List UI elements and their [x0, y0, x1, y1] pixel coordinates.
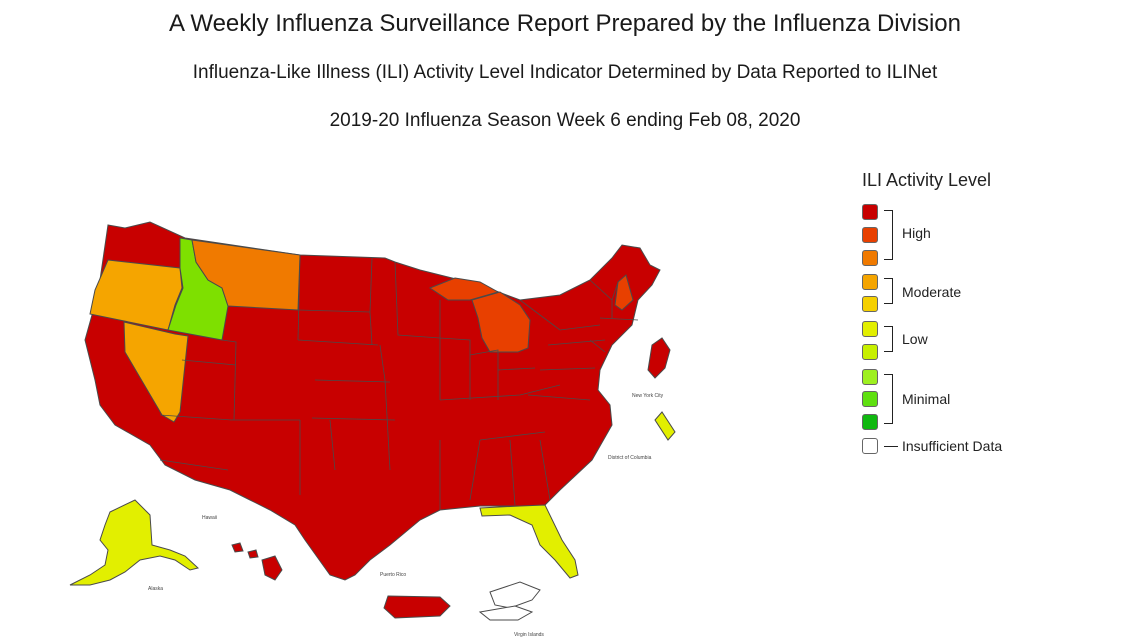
- legend-swatch-minimal-3: [862, 414, 878, 430]
- label-puerto-rico: Puerto Rico: [380, 572, 406, 578]
- legend-title: ILI Activity Level: [862, 170, 992, 190]
- legend-bracket-minimal: [884, 374, 893, 424]
- state-michigan[interactable]: [471, 291, 531, 353]
- legend-swatch-low-2: [862, 344, 878, 360]
- inset-nyc[interactable]: [654, 411, 676, 441]
- territory-virgin-islands[interactable]: [478, 581, 541, 621]
- legend-swatch-moderate-2: [862, 296, 878, 312]
- inset-ri[interactable]: [647, 337, 671, 379]
- legend-bracket-low: [884, 326, 893, 352]
- state-borders: [159, 254, 639, 510]
- legend-swatch-minimal-1: [862, 369, 878, 385]
- legend-label-low: Low: [902, 331, 928, 347]
- label-virgin-islands: Virgin Islands: [514, 632, 544, 638]
- legend-swatch-high-3: [862, 250, 878, 266]
- state-nevada[interactable]: [123, 321, 189, 423]
- legend-swatch-insufficient: [862, 438, 878, 454]
- label-dc: District of Columbia: [608, 455, 652, 461]
- state-alaska[interactable]: [69, 499, 200, 586]
- report-title: A Weekly Influenza Surveillance Report P…: [169, 10, 961, 37]
- state-florida[interactable]: [479, 504, 579, 579]
- report-subtitle: Influenza-Like Illness (ILI) Activity Le…: [192, 62, 938, 83]
- legend: ILI Activity Level High Moderate Low Min…: [862, 168, 1132, 468]
- state-hawaii[interactable]: [231, 542, 283, 581]
- legend-swatch-moderate-1: [862, 274, 878, 290]
- state-michigan-up[interactable]: [428, 277, 500, 301]
- legend-label-minimal: Minimal: [902, 391, 951, 407]
- legend-swatch-minimal-2: [862, 391, 878, 407]
- legend-label-insufficient: Insufficient Data: [902, 438, 1003, 454]
- legend-label-high: High: [902, 225, 931, 241]
- legend-label-moderate: Moderate: [902, 284, 962, 300]
- report-week: 2019-20 Influenza Season Week 6 ending F…: [329, 110, 801, 131]
- legend-swatch-high-2: [862, 227, 878, 243]
- territory-puerto-rico[interactable]: [383, 595, 451, 619]
- label-nyc: New York City: [632, 393, 664, 399]
- label-alaska: Alaska: [148, 586, 163, 592]
- legend-swatch-high-1: [862, 204, 878, 220]
- state-new-hampshire[interactable]: [614, 274, 634, 311]
- legend-swatch-low-1: [862, 321, 878, 337]
- label-hawaii: Hawaii: [202, 515, 217, 521]
- legend-bracket-high: [884, 210, 893, 260]
- legend-line-insufficient: [884, 446, 898, 447]
- legend-bracket-moderate: [884, 278, 893, 304]
